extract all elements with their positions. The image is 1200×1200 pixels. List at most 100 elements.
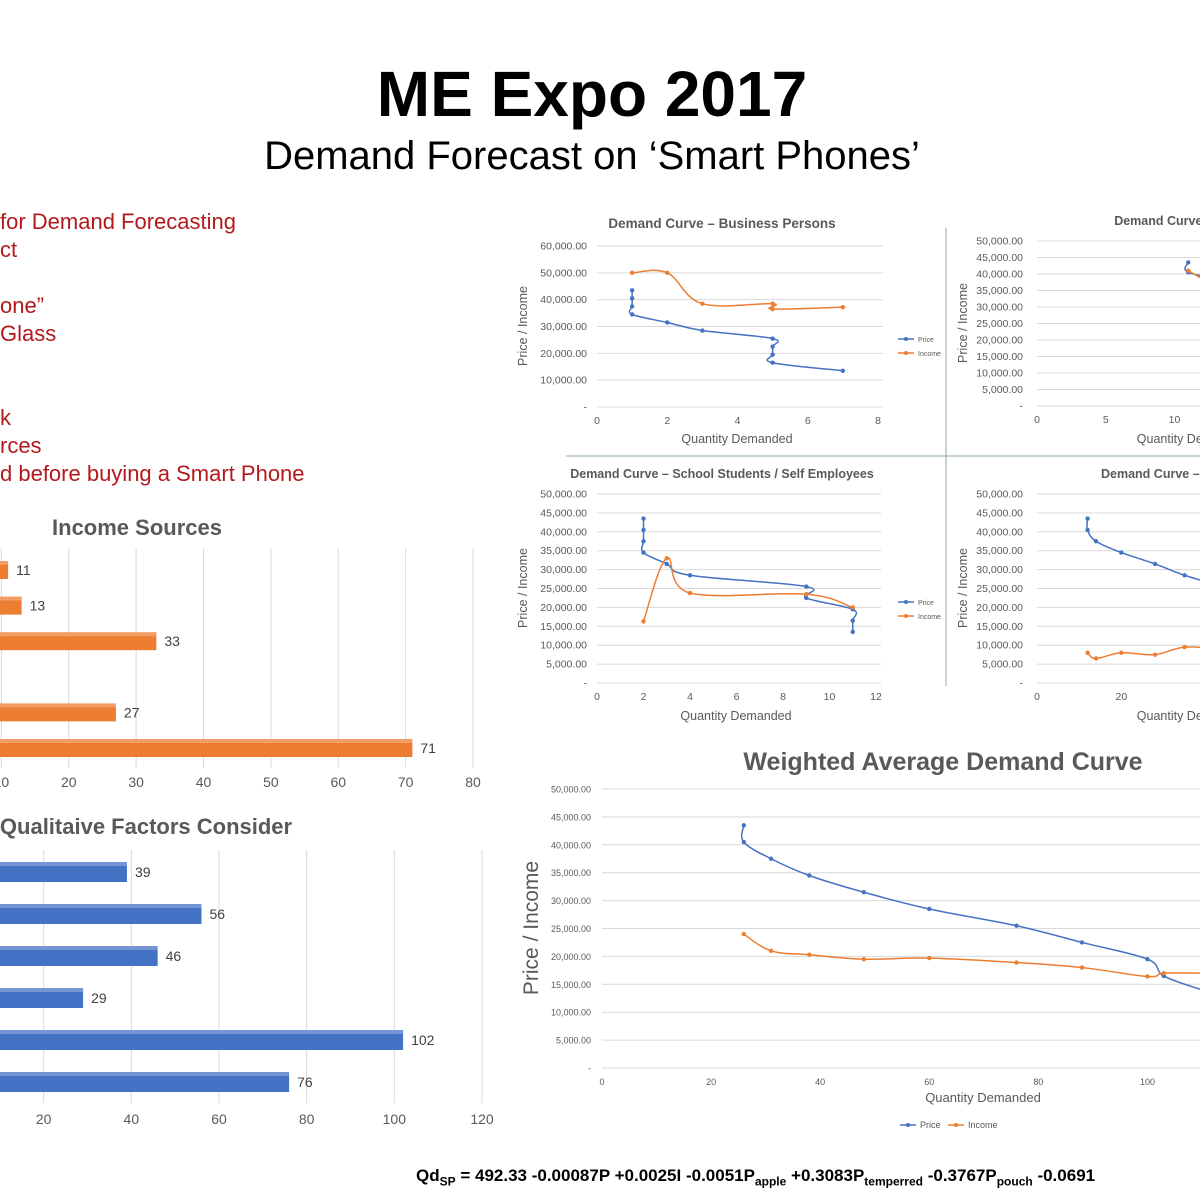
- data-point: [687, 573, 693, 578]
- y-tick-label: 10,000.00: [551, 1008, 591, 1018]
- data-point: [850, 618, 855, 623]
- y-tick-label: 20,000.00: [540, 602, 587, 614]
- x-tick-label: 12: [870, 691, 882, 703]
- y-tick-label: 25,000.00: [551, 924, 591, 934]
- legend-label: Price: [920, 1120, 941, 1130]
- series-line: [628, 290, 843, 372]
- x-axis-label: Quantity Demanded: [680, 709, 791, 723]
- y-tick-label: 15,000.00: [540, 621, 587, 633]
- bar-highlight: [0, 988, 84, 992]
- bullet-item: for Demand Forecasting: [0, 209, 236, 234]
- series-line: [1086, 518, 1200, 581]
- y-tick-label: 10,000.00: [540, 375, 587, 387]
- bar-value-label: 13: [30, 598, 46, 614]
- x-tick-label: 2: [641, 691, 647, 703]
- data-point: [665, 320, 670, 325]
- data-point: [1182, 573, 1187, 578]
- x-tick-label: 0: [594, 415, 600, 427]
- bar-value-label: 76: [297, 1074, 313, 1090]
- data-point: [700, 328, 705, 333]
- bar-highlight: [0, 862, 127, 866]
- y-tick-label: -: [584, 402, 588, 414]
- bar-highlight: [0, 739, 413, 743]
- y-tick-label: 30,000.00: [540, 564, 587, 576]
- data-point: [770, 306, 775, 312]
- demand_business-chart: Demand Curve – Business Persons - 10,000.0…: [516, 216, 941, 446]
- chart-title: Weighted Average Demand Curve: [743, 748, 1142, 776]
- data-point: [1014, 960, 1019, 965]
- y-tick-label: 50,000.00: [540, 489, 587, 501]
- y-tick-label: 35,000.00: [540, 545, 587, 557]
- bar: [0, 561, 9, 579]
- y-tick-label: 50,000.00: [976, 236, 1023, 248]
- data-point: [850, 605, 855, 610]
- x-tick-label: 10: [0, 774, 9, 790]
- data-point: [1152, 652, 1158, 657]
- bullet-item: Glass: [0, 321, 57, 346]
- y-tick-label: 5,000.00: [556, 1036, 591, 1046]
- x-tick-label: 8: [780, 691, 786, 703]
- data-point: [641, 619, 646, 624]
- y-axis-label: Price / Income: [956, 548, 970, 628]
- data-point: [1119, 650, 1124, 655]
- series-income: [629, 269, 846, 312]
- bar-highlight: [0, 703, 116, 708]
- data-point: [768, 948, 774, 954]
- bar-value-label: 46: [166, 948, 182, 964]
- bar-value-label: 71: [420, 740, 436, 756]
- data-point: [1014, 923, 1019, 928]
- y-tick-label: 15,000.00: [976, 351, 1023, 363]
- y-tick-label: 60,000.00: [540, 241, 587, 253]
- data-point: [1093, 539, 1099, 544]
- y-tick-label: 30,000.00: [540, 321, 587, 333]
- data-point: [768, 856, 774, 861]
- x-tick-label: 80: [465, 774, 481, 790]
- x-tick-label: 20: [61, 774, 77, 790]
- y-tick-label: 50,000.00: [540, 267, 587, 279]
- y-tick-label: 40,000.00: [976, 269, 1023, 281]
- data-point: [1079, 940, 1085, 945]
- eq-sub: temperred: [864, 1174, 923, 1189]
- legend-marker: [904, 600, 908, 604]
- data-point: [641, 539, 646, 544]
- x-tick-label: 40: [815, 1077, 825, 1087]
- legend-marker: [904, 337, 908, 341]
- data-point: [840, 304, 846, 310]
- series-line: [743, 933, 1200, 978]
- data-point: [1093, 656, 1099, 661]
- legend-marker: [954, 1123, 958, 1127]
- eq-part: = 492.33 -0.00087P +0.0025I -0.0051P: [455, 1166, 755, 1185]
- x-tick-label: 30: [128, 774, 144, 790]
- demand-equation: QdSP = 492.33 -0.00087P +0.0025I -0.0051…: [416, 1166, 1095, 1188]
- y-tick-label: 20,000.00: [976, 602, 1023, 614]
- data-point: [927, 955, 932, 961]
- bar: [0, 703, 116, 722]
- legend-marker: [904, 614, 908, 618]
- data-point: [687, 590, 693, 596]
- x-tick-label: 50: [263, 774, 279, 790]
- y-tick-label: 40,000.00: [976, 526, 1023, 538]
- bar: [0, 632, 157, 651]
- x-tick-label: 6: [734, 691, 740, 703]
- data-point: [1145, 974, 1150, 979]
- bar: [0, 739, 413, 757]
- y-tick-label: 50,000.00: [551, 785, 591, 795]
- bar: [0, 946, 158, 966]
- data-point: [641, 527, 646, 533]
- bullet-item: one”: [0, 293, 45, 318]
- x-tick-label: 20: [1115, 691, 1127, 703]
- y-tick-label: 5,000.00: [982, 659, 1023, 671]
- x-tick-label: 20: [36, 1111, 52, 1127]
- x-axis-label: Quantity Demanded: [681, 432, 792, 446]
- x-tick-label: 6: [805, 415, 811, 427]
- eq-sub: pouch: [996, 1174, 1033, 1189]
- series-price: [1184, 260, 1200, 277]
- chart-title: Demand Curve – School Students / Self Em…: [570, 467, 874, 481]
- y-tick-label: 10,000.00: [540, 640, 587, 652]
- y-tick-label: 20,000.00: [551, 952, 591, 962]
- data-point: [1152, 561, 1158, 567]
- bar: [0, 596, 22, 615]
- legend-marker: [904, 351, 908, 355]
- series-price: [740, 823, 1200, 991]
